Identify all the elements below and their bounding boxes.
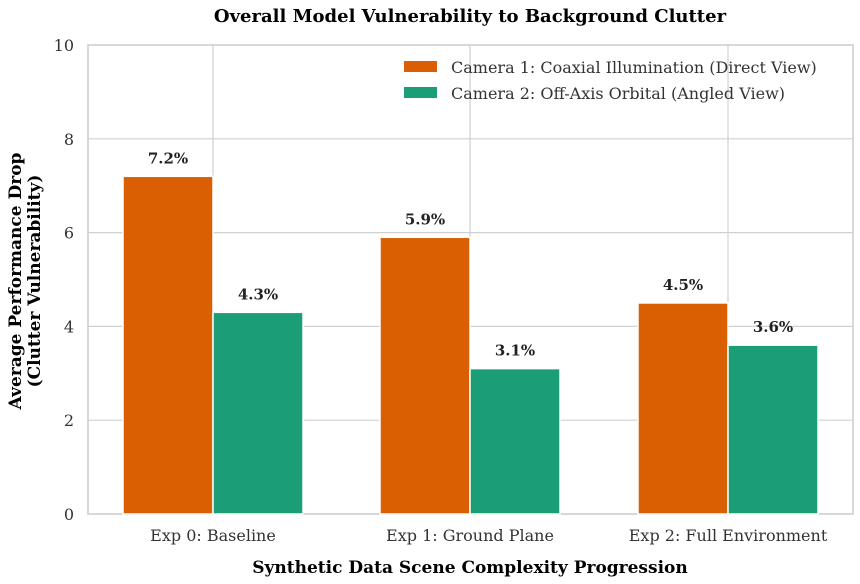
- bars: [122, 175, 819, 515]
- bar-value-label: 5.9%: [405, 210, 445, 228]
- bar-series-2-3: [727, 344, 819, 515]
- bar-value-label: 4.3%: [238, 285, 278, 303]
- bar-series-2-2: [469, 367, 561, 515]
- bar-value-label: 7.2%: [148, 149, 188, 167]
- y-tick-label: 0: [64, 505, 74, 524]
- bar-value-label: 3.1%: [495, 342, 535, 360]
- x-tick-label: Exp 1: Ground Plane: [386, 526, 554, 545]
- y-axis-label-line-2: (Clutter Vulnerability): [25, 175, 45, 388]
- y-tick-label: 6: [64, 224, 74, 243]
- bar-series-1-2: [379, 236, 471, 515]
- value-labels: 7.2% 5.9% 4.5% 4.3% 3.1% 3.6%: [148, 149, 793, 359]
- y-tick-label: 4: [64, 317, 74, 336]
- legend-swatch-camera-2: [404, 87, 437, 98]
- legend-label-camera-2: Camera 2: Off-Axis Orbital (Angled View): [451, 84, 785, 103]
- bar-series-1-3: [637, 302, 729, 515]
- chart-title: Overall Model Vulnerability to Backgroun…: [214, 6, 727, 27]
- legend-swatch-camera-1: [404, 61, 437, 72]
- y-tick-label: 10: [54, 36, 74, 55]
- bar-series-2-1: [212, 311, 304, 515]
- bar-value-label: 3.6%: [753, 318, 793, 336]
- x-tick-label: Exp 2: Full Environment: [629, 526, 828, 545]
- x-tick-label: Exp 0: Baseline: [150, 526, 276, 545]
- bar-value-label: 4.5%: [663, 276, 703, 294]
- ticks: 0 2 4 6 8 10 Exp 0: Baseline Exp 1: Ground Plan…: [54, 36, 828, 545]
- legend: Camera 1: Coaxial Illumination (Direct V…: [404, 58, 817, 103]
- bar-series-1-1: [122, 175, 214, 515]
- x-axis-label: Synthetic Data Scene Complexity Progress…: [252, 558, 688, 578]
- y-tick-label: 8: [64, 130, 74, 149]
- y-axis-label-line-1: Average Performance Drop: [6, 152, 26, 410]
- legend-label-camera-1: Camera 1: Coaxial Illumination (Direct V…: [451, 58, 817, 77]
- y-tick-label: 2: [64, 411, 74, 430]
